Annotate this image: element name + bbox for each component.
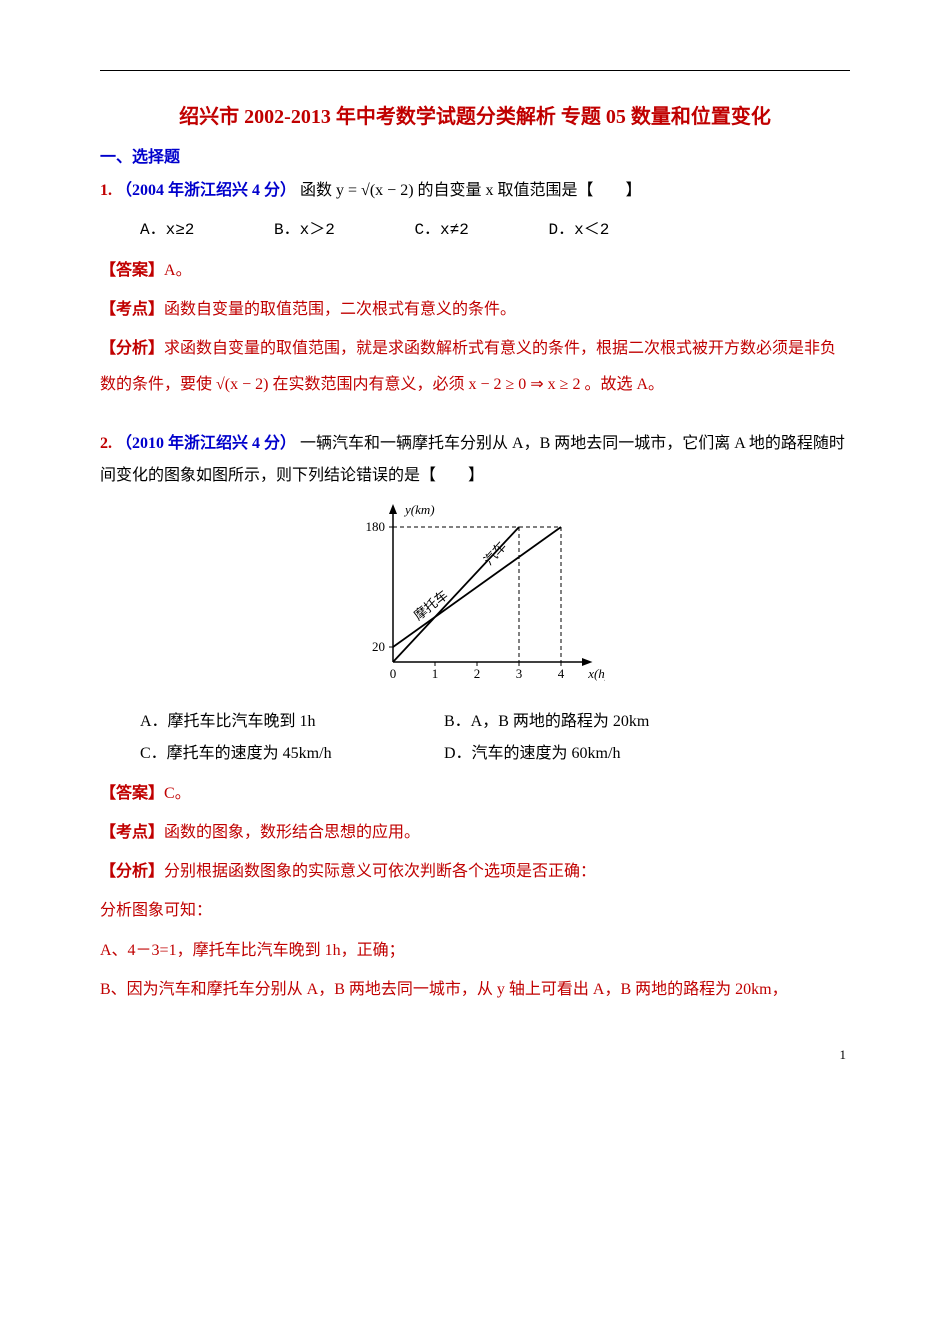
- svg-text:1: 1: [432, 666, 439, 681]
- q1-kaodian-text: 函数自变量的取值范围，二次根式有意义的条件。: [164, 301, 516, 318]
- q2-opt-b: B．A，B 两地的路程为 20km: [444, 706, 744, 738]
- q1-stem-a: 函数: [300, 182, 332, 199]
- q2-fx-l1: 分别根据函数图象的实际意义可依次判断各个选项是否正确：: [164, 863, 596, 880]
- chart-svg: 0123420180汽车摩托车y(km)x(h): [345, 502, 605, 687]
- q1-fenxi: 【分析】求函数自变量的取值范围，就是求函数解析式有意义的条件，根据二次根式被开方…: [100, 331, 850, 401]
- q2-fenxi-line1: 【分析】分别根据函数图象的实际意义可依次判断各个选项是否正确：: [100, 854, 850, 889]
- svg-text:4: 4: [558, 666, 565, 681]
- q1-opt-b: B．x＞2: [274, 215, 335, 239]
- answer-label: 【答案】: [100, 262, 164, 279]
- svg-text:0: 0: [390, 666, 397, 681]
- q2-number: 2.: [100, 435, 112, 452]
- kaodian-label: 【考点】: [100, 824, 164, 841]
- svg-text:180: 180: [366, 519, 386, 534]
- svg-text:y(km): y(km): [403, 502, 435, 517]
- q2-opt-d: D．汽车的速度为 60km/h: [444, 738, 744, 770]
- q1-options: A．x≥2 B．x＞2 C．x≠2 D．x＜2: [140, 215, 850, 239]
- q1-kaodian: 【考点】函数自变量的取值范围，二次根式有意义的条件。: [100, 292, 850, 327]
- q2-stem: 2. （2010 年浙江绍兴 4 分） 一辆汽车和一辆摩托车分别从 A，B 两地…: [100, 428, 850, 492]
- fenxi-label: 【分析】: [100, 340, 164, 357]
- q1-answer-value: A。: [164, 262, 192, 279]
- q2-answer-value: C。: [164, 785, 191, 802]
- q1-fenxi-text: 求函数自变量的取值范围，就是求函数解析式有意义的条件，根据二次根式被开方数必须是…: [100, 340, 836, 392]
- q2-opt-a: A．摩托车比汽车晚到 1h: [140, 706, 440, 738]
- q1-source: （2004 年浙江绍兴 4 分）: [116, 182, 296, 199]
- q1-opt-d: D．x＜2: [548, 215, 609, 239]
- q2-chart: 0123420180汽车摩托车y(km)x(h): [100, 502, 850, 692]
- q2-kaodian: 【考点】函数的图象，数形结合思想的应用。: [100, 815, 850, 850]
- q1-answer: 【答案】A。: [100, 253, 850, 288]
- q1-opt-c: C．x≠2: [414, 215, 468, 239]
- q2-opt-c: C．摩托车的速度为 45km/h: [140, 738, 440, 770]
- top-rule: [100, 70, 850, 71]
- q1-number: 1.: [100, 182, 112, 199]
- answer-label: 【答案】: [100, 785, 164, 802]
- q2-fx-l4: B、因为汽车和摩托车分别从 A，B 两地去同一城市，从 y 轴上可看出 A，B …: [100, 972, 850, 1007]
- q1-opt-a: A．x≥2: [140, 215, 194, 239]
- svg-text:3: 3: [516, 666, 523, 681]
- q2-fx-l2: 分析图象可知：: [100, 893, 850, 928]
- page-number: 1: [100, 1047, 850, 1063]
- q1-stem: 1. （2004 年浙江绍兴 4 分） 函数 y = √(x − 2) 的自变量…: [100, 175, 850, 207]
- svg-text:2: 2: [474, 666, 481, 681]
- fenxi-label: 【分析】: [100, 863, 164, 880]
- q1-formula: y = √(x − 2): [336, 182, 413, 199]
- q2-options: A．摩托车比汽车晚到 1h B．A，B 两地的路程为 20km C．摩托车的速度…: [140, 706, 850, 770]
- q2-source: （2010 年浙江绍兴 4 分）: [116, 435, 296, 452]
- q2-fx-l3: A、4－3=1，摩托车比汽车晚到 1h，正确；: [100, 933, 850, 968]
- svg-text:x(h): x(h): [587, 666, 605, 681]
- q2-kaodian-text: 函数的图象，数形结合思想的应用。: [164, 824, 420, 841]
- section-heading: 一、选择题: [100, 143, 850, 167]
- kaodian-label: 【考点】: [100, 301, 164, 318]
- doc-title: 绍兴市 2002-2013 年中考数学试题分类解析 专题 05 数量和位置变化: [100, 101, 850, 133]
- q2-answer: 【答案】C。: [100, 776, 850, 811]
- svg-text:20: 20: [372, 639, 385, 654]
- q1-stem-b: 的自变量 x 取值范围是【 】: [418, 182, 642, 199]
